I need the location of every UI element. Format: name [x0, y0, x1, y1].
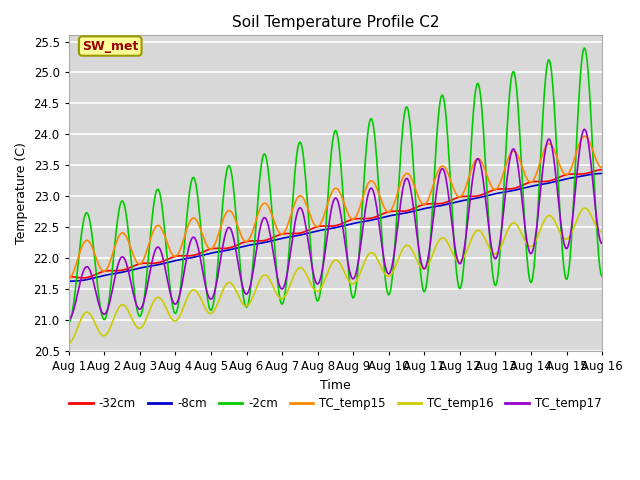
TC_temp15	[184, 225, 191, 230]
TC_temp16	[581, 205, 589, 211]
-8cm	[212, 250, 220, 255]
-32cm	[401, 208, 408, 214]
TC_temp17	[184, 251, 191, 257]
Y-axis label: Temperature (C): Temperature (C)	[15, 143, 28, 244]
-2cm	[74, 259, 82, 264]
-32cm	[74, 275, 82, 280]
TC_temp16	[184, 295, 191, 300]
-32cm	[130, 263, 138, 269]
TC_temp15	[598, 164, 606, 170]
TC_temp15	[74, 254, 82, 260]
-8cm	[129, 267, 137, 273]
X-axis label: Time: Time	[320, 379, 351, 392]
Legend: -32cm, -8cm, -2cm, TC_temp15, TC_temp16, TC_temp17: -32cm, -8cm, -2cm, TC_temp15, TC_temp16,…	[65, 392, 606, 415]
Line: TC_temp15: TC_temp15	[68, 136, 602, 279]
-2cm	[212, 285, 220, 290]
-32cm	[184, 253, 192, 259]
Title: Soil Temperature Profile C2: Soil Temperature Profile C2	[232, 15, 439, 30]
-32cm	[79, 275, 86, 281]
-8cm	[400, 210, 408, 216]
Line: -2cm: -2cm	[68, 48, 602, 323]
TC_temp16	[65, 340, 72, 346]
Line: -32cm: -32cm	[68, 169, 602, 278]
TC_temp17	[74, 288, 82, 293]
-2cm	[400, 114, 408, 120]
TC_temp15	[129, 252, 137, 258]
-8cm	[416, 207, 424, 213]
-8cm	[74, 278, 82, 284]
-2cm	[65, 320, 72, 325]
TC_temp17	[580, 126, 588, 132]
-32cm	[417, 203, 424, 208]
-2cm	[580, 45, 588, 51]
TC_temp15	[416, 197, 424, 203]
TC_temp15	[65, 276, 72, 282]
TC_temp17	[400, 180, 408, 186]
-32cm	[65, 274, 72, 279]
-2cm	[416, 258, 424, 264]
TC_temp16	[129, 319, 137, 324]
Line: TC_temp16: TC_temp16	[68, 208, 602, 343]
TC_temp15	[581, 133, 589, 139]
Text: SW_met: SW_met	[82, 39, 138, 52]
-2cm	[184, 208, 191, 214]
TC_temp16	[416, 263, 424, 268]
-32cm	[212, 245, 220, 251]
-8cm	[184, 255, 191, 261]
TC_temp16	[74, 323, 82, 329]
TC_temp17	[129, 290, 137, 296]
TC_temp16	[212, 305, 220, 311]
TC_temp15	[400, 173, 408, 179]
TC_temp16	[598, 229, 606, 235]
TC_temp16	[400, 244, 408, 250]
TC_temp17	[212, 285, 220, 290]
TC_temp17	[416, 251, 424, 257]
Line: TC_temp17: TC_temp17	[68, 129, 602, 319]
TC_temp17	[65, 316, 72, 322]
-2cm	[129, 278, 137, 284]
Line: -8cm: -8cm	[68, 173, 602, 281]
-2cm	[598, 274, 606, 279]
-8cm	[65, 278, 72, 284]
TC_temp15	[212, 240, 220, 245]
-8cm	[598, 170, 606, 176]
TC_temp17	[598, 240, 606, 246]
-32cm	[598, 167, 606, 172]
